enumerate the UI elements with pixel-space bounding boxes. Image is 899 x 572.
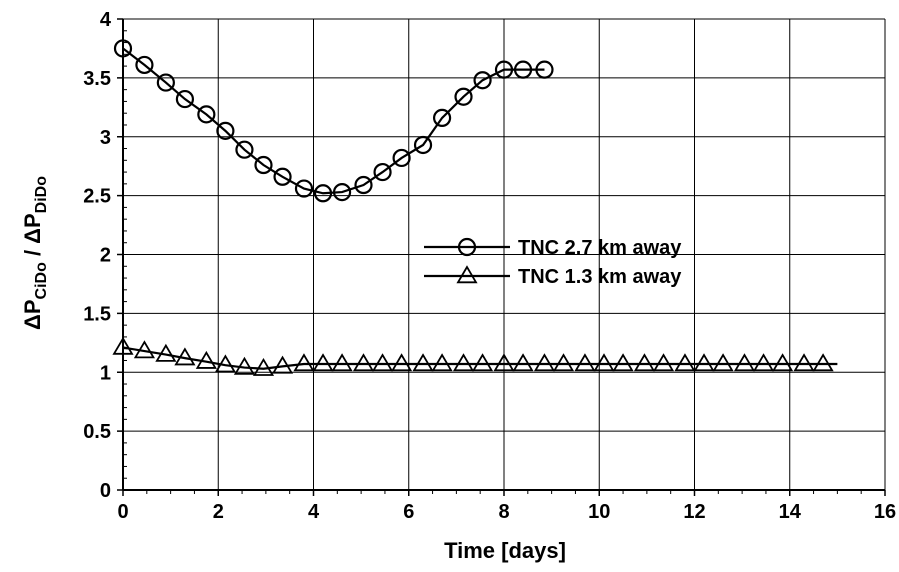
data-point xyxy=(133,340,156,359)
data-point xyxy=(432,108,452,128)
data-point xyxy=(273,167,292,186)
y-tick-labels: 0 0.5 1 1.5 2 2.5 3 3.5 4 xyxy=(83,9,112,502)
data-point xyxy=(156,73,175,92)
y-axis-title: ΔPCiDo / ΔPDiDo xyxy=(20,176,50,330)
data-point xyxy=(473,71,492,90)
legend-marker xyxy=(457,237,477,257)
data-point xyxy=(371,353,394,372)
y-tick-label: 0 xyxy=(100,480,111,502)
data-point xyxy=(391,353,413,372)
data-point xyxy=(471,353,494,372)
x-tick-label: 14 xyxy=(779,501,802,523)
y-tick-label: 3.5 xyxy=(83,68,111,90)
data-point xyxy=(493,353,515,372)
data-point xyxy=(332,182,352,202)
data-point xyxy=(533,353,556,372)
series-2 xyxy=(112,336,838,376)
data-point xyxy=(252,357,275,376)
x-tick-label: 12 xyxy=(683,501,705,523)
data-point xyxy=(197,105,216,124)
data-point xyxy=(216,121,235,140)
data-point xyxy=(674,353,696,372)
data-point xyxy=(593,353,615,372)
data-point xyxy=(235,140,254,159)
x-tick-label: 10 xyxy=(588,501,610,523)
data-point xyxy=(392,148,411,168)
series-group xyxy=(112,39,838,376)
data-point xyxy=(293,353,315,372)
x-tick-label: 8 xyxy=(498,501,509,523)
data-point xyxy=(352,353,375,372)
series-1 xyxy=(113,39,554,203)
data-point xyxy=(452,353,475,372)
x-tick-label: 16 xyxy=(874,501,896,523)
y-tick-label: 3 xyxy=(100,127,111,149)
axes xyxy=(117,18,886,496)
data-point xyxy=(513,60,533,79)
data-point xyxy=(431,353,453,372)
data-point xyxy=(752,353,775,372)
y-axis-title-sub1: CiDo xyxy=(33,262,50,300)
legend-label: TNC 2.7 km away xyxy=(518,237,682,259)
legend-item: TNC 2.7 km away xyxy=(424,237,682,259)
data-point xyxy=(693,353,715,372)
data-point xyxy=(793,353,815,372)
data-point xyxy=(155,343,177,362)
data-point xyxy=(312,353,334,372)
legend: TNC 2.7 km away TNC 1.3 km away xyxy=(424,237,682,288)
legend-item: TNC 1.3 km away xyxy=(424,265,682,288)
grid xyxy=(123,18,886,490)
data-point xyxy=(812,353,834,372)
legend-marker xyxy=(456,265,478,284)
data-point xyxy=(712,353,734,372)
data-point xyxy=(494,60,514,79)
y-tick-label: 1 xyxy=(100,362,111,384)
data-point xyxy=(652,353,675,372)
x-tick-label: 6 xyxy=(403,501,414,523)
data-point xyxy=(454,87,473,106)
data-point xyxy=(772,353,794,372)
data-point xyxy=(113,39,133,58)
y-tick-label: 4 xyxy=(100,9,112,31)
x-tick-label: 2 xyxy=(213,501,224,523)
data-point xyxy=(413,135,433,155)
data-point xyxy=(373,162,392,182)
data-point xyxy=(574,353,596,372)
data-point xyxy=(195,350,217,369)
series-line xyxy=(122,47,545,195)
data-point xyxy=(412,353,434,372)
x-tick-label: 0 xyxy=(117,501,128,523)
data-point xyxy=(135,55,154,75)
y-tick-label: 0.5 xyxy=(83,421,111,443)
data-point xyxy=(174,347,196,366)
data-point xyxy=(552,353,575,372)
y-axis-title-prefix: ΔP xyxy=(20,299,45,330)
data-point xyxy=(733,353,756,372)
y-axis-title-mid: / ΔP xyxy=(20,213,45,262)
data-point xyxy=(112,336,134,355)
legend-label: TNC 1.3 km away xyxy=(518,266,682,288)
data-point xyxy=(214,354,236,373)
y-axis-title-sub2: DiDo xyxy=(33,176,50,214)
x-tick-label: 4 xyxy=(308,501,320,523)
data-point xyxy=(254,155,273,175)
y-tick-label: 2.5 xyxy=(83,186,111,208)
y-tick-label: 1.5 xyxy=(83,303,111,325)
data-point xyxy=(354,175,373,195)
data-point xyxy=(535,60,554,79)
data-point xyxy=(233,356,256,375)
x-tick-labels: 0 2 4 6 8 10 12 14 16 xyxy=(117,501,896,523)
data-point xyxy=(512,353,534,372)
y-tick-label: 2 xyxy=(100,245,111,267)
data-point xyxy=(313,184,333,203)
x-axis-title: Time [days] xyxy=(444,538,566,563)
data-point xyxy=(271,355,294,374)
data-point xyxy=(633,353,656,372)
data-point xyxy=(175,89,195,109)
data-point xyxy=(294,179,314,198)
data-point xyxy=(612,353,634,372)
series-line xyxy=(122,346,838,370)
data-point xyxy=(331,353,353,372)
